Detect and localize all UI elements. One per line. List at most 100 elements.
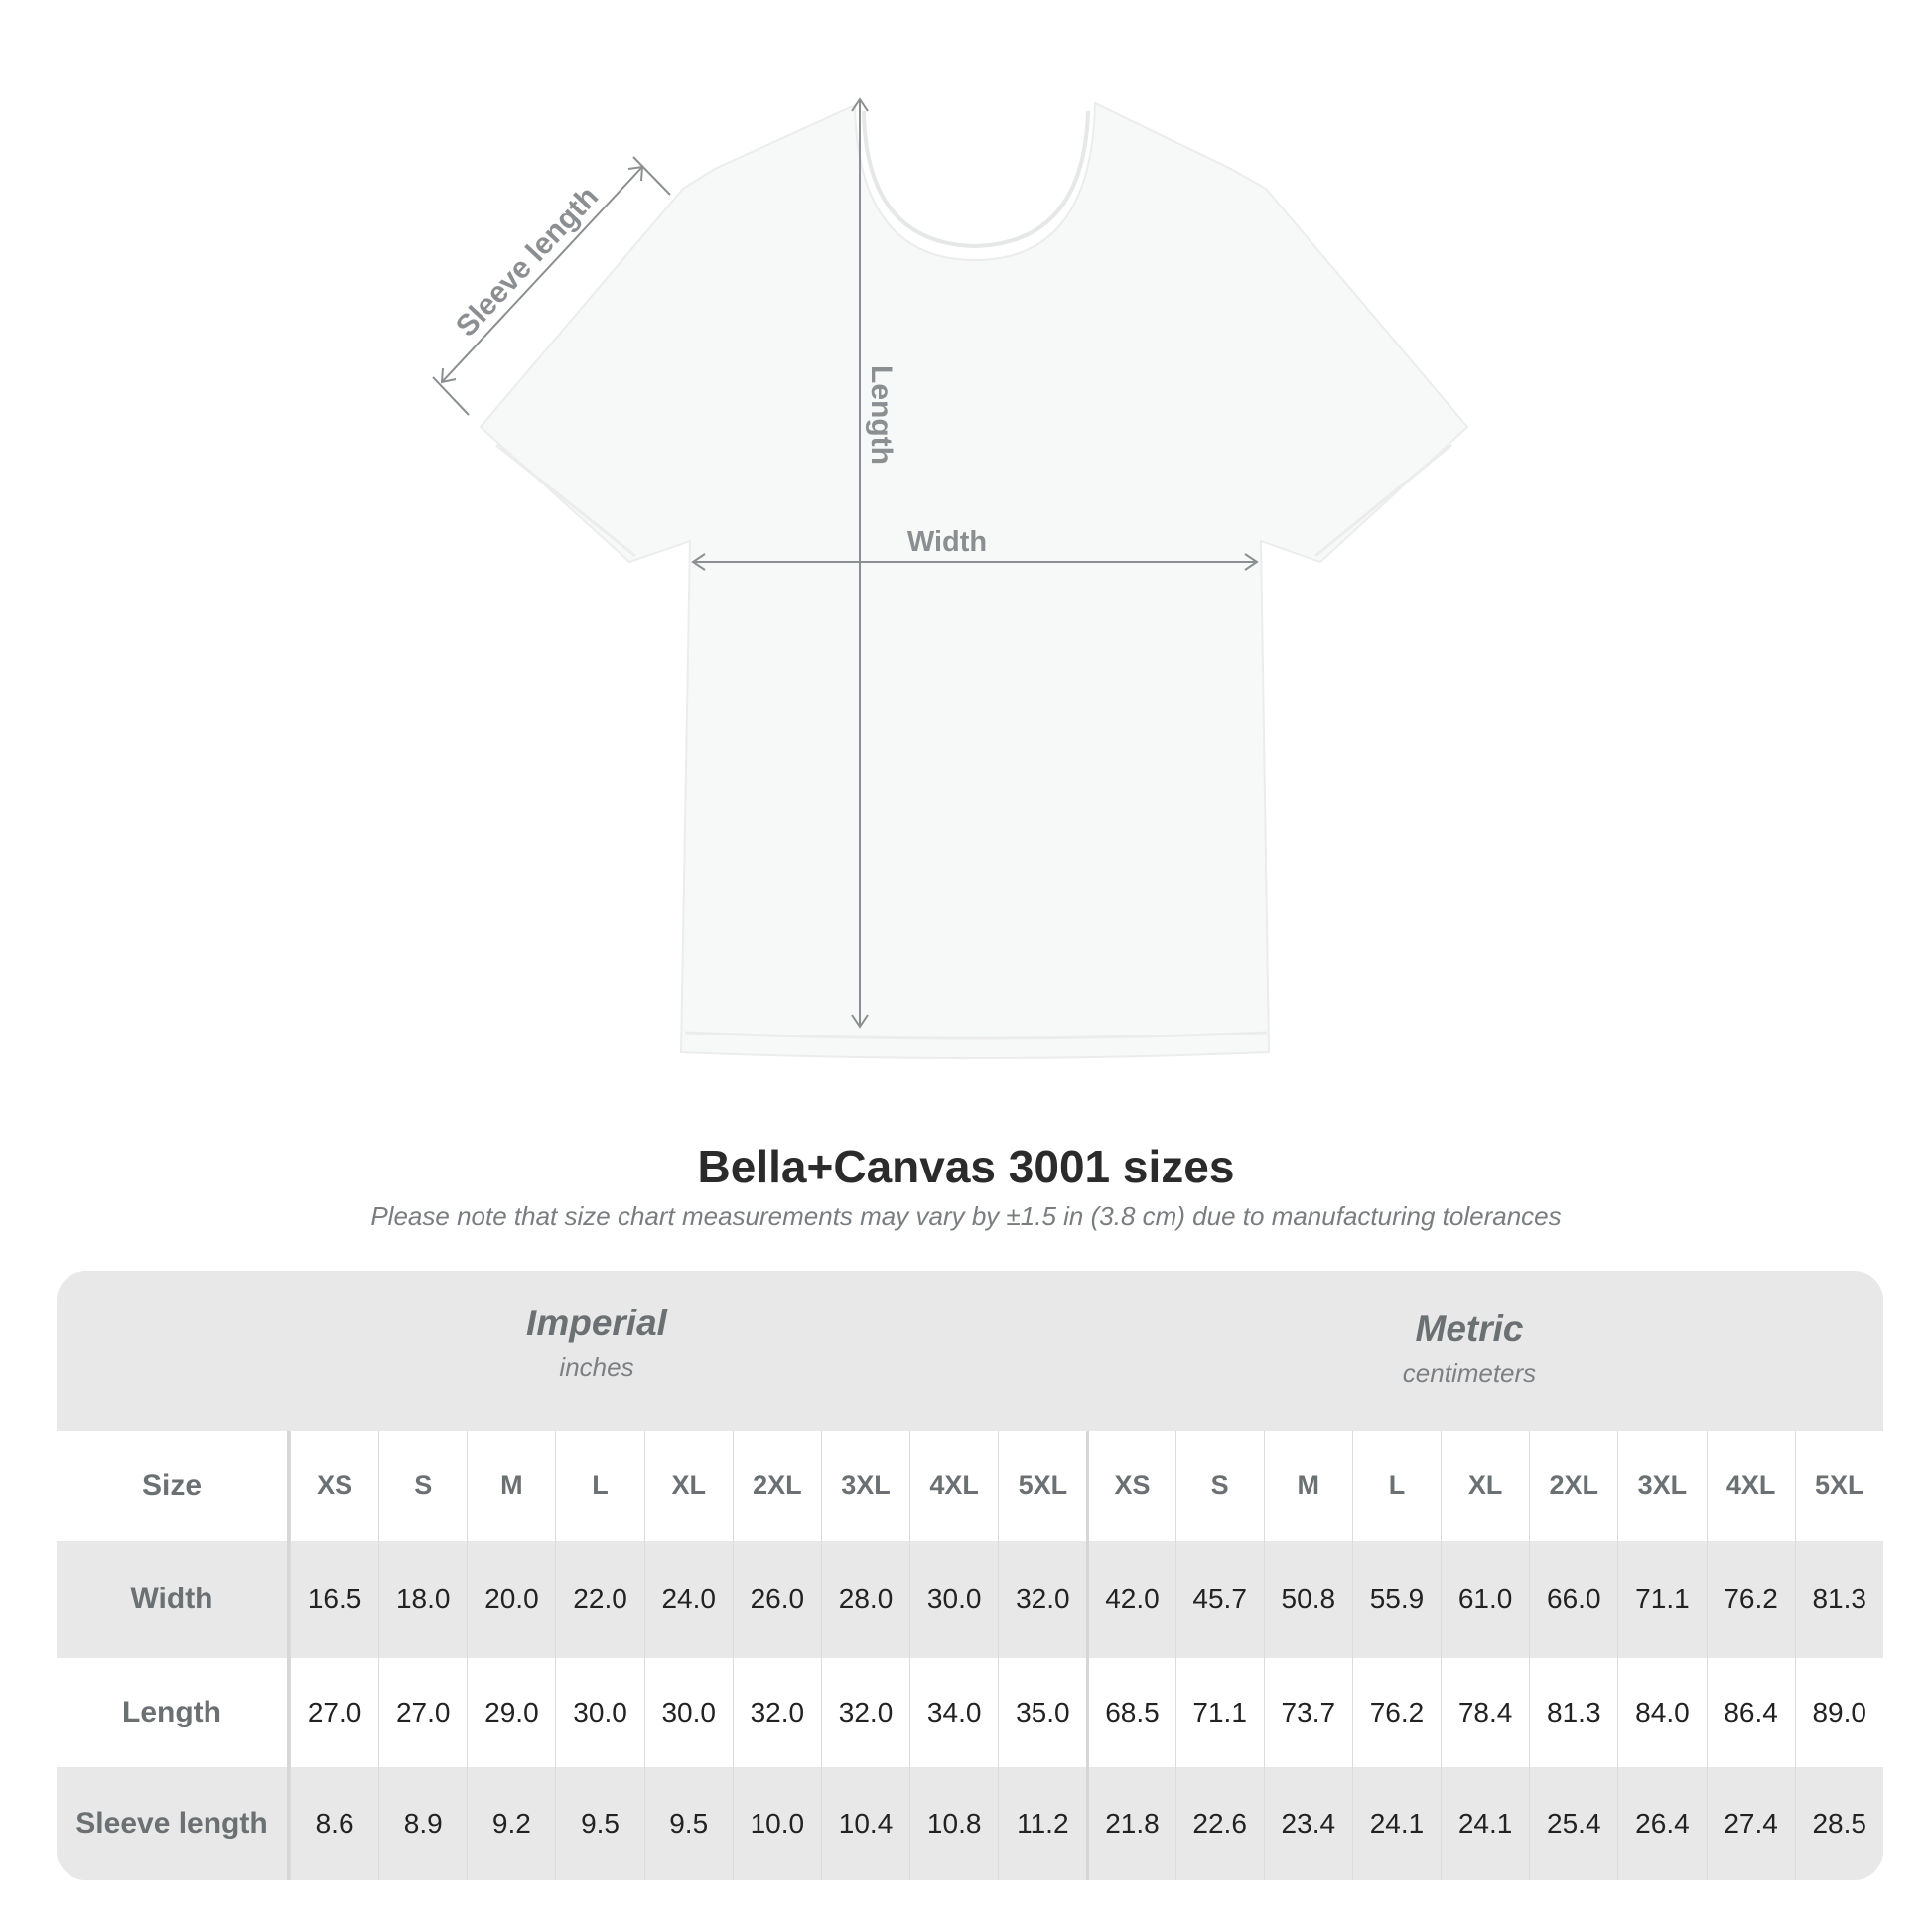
metric-size-header: M: [1263, 1431, 1352, 1541]
size-grid: Size XS S M L XL 2XL 3XL 4XL 5XL XS S M L XL 2XL 3XL 4XL 5…: [57, 1431, 1883, 1880]
metric-value-cell: 86.4: [1706, 1658, 1795, 1767]
length-label: Length: [865, 365, 897, 465]
size-chart-table: Imperial inches Metric centimeters Size X…: [57, 1271, 1883, 1880]
row-label: Width: [57, 1541, 290, 1658]
metric-size-header: 4XL: [1706, 1431, 1795, 1541]
imperial-value-cell: 24.0: [643, 1541, 733, 1658]
metric-value-cell: 28.5: [1794, 1767, 1883, 1880]
table-row: Sleeve length 8.6 8.9 9.2 9.5 9.5 10.0 10.4 10.8…: [57, 1767, 1883, 1880]
metric-value-cell: 68.5: [1086, 1658, 1174, 1767]
imperial-value-cell: 30.0: [643, 1658, 733, 1767]
page-title: Bella+Canvas 3001 sizes: [697, 1141, 1235, 1192]
row-label: Length: [57, 1658, 290, 1767]
imperial-value-cell: 9.5: [555, 1767, 643, 1880]
imperial-value-cell: 9.5: [643, 1767, 733, 1880]
metric-value-cell: 50.8: [1263, 1541, 1352, 1658]
metric-value-cell: 55.9: [1351, 1541, 1441, 1658]
metric-value-cell: 42.0: [1086, 1541, 1174, 1658]
metric-value-cell: 25.4: [1529, 1767, 1617, 1880]
table-row: Length 27.0 27.0 29.0 30.0 30.0 32.0 32.0 34.0 35…: [57, 1658, 1883, 1767]
metric-header: Metric centimeters: [1221, 1309, 1718, 1389]
imperial-size-header: L: [555, 1431, 643, 1541]
imperial-value-cell: 28.0: [820, 1541, 909, 1658]
metric-size-header: 3XL: [1617, 1431, 1706, 1541]
imperial-value-cell: 22.0: [555, 1541, 643, 1658]
imperial-value-cell: 32.0: [820, 1658, 909, 1767]
width-arrow-right: [1244, 553, 1259, 571]
tolerance-note: Please note that size chart measurements…: [370, 1201, 1562, 1231]
metric-size-header: 5XL: [1794, 1431, 1883, 1541]
metric-value-cell: 24.1: [1441, 1767, 1529, 1880]
length-arrow-bottom: [851, 1014, 869, 1029]
metric-value-cell: 21.8: [1086, 1767, 1174, 1880]
metric-value-cell: 81.3: [1794, 1541, 1883, 1658]
metric-value-cell: 76.2: [1706, 1541, 1795, 1658]
imperial-title: Imperial: [526, 1303, 667, 1343]
imperial-value-cell: 11.2: [998, 1767, 1086, 1880]
imperial-value-cell: 30.0: [555, 1658, 643, 1767]
imperial-value-cell: 8.6: [290, 1767, 378, 1880]
size-header-row: Size XS S M L XL 2XL 3XL 4XL 5XL XS S M L XL 2XL 3XL 4XL 5…: [57, 1431, 1883, 1541]
metric-value-cell: 71.1: [1174, 1658, 1264, 1767]
metric-size-header: 2XL: [1529, 1431, 1617, 1541]
imperial-value-cell: 29.0: [467, 1658, 555, 1767]
sleeve-measure-line: [441, 166, 643, 383]
metric-value-cell: 27.4: [1706, 1767, 1795, 1880]
size-label: Size: [57, 1431, 290, 1541]
table-row: Width 16.5 18.0 20.0 22.0 24.0 26.0 28.0 30.0 32.…: [57, 1541, 1883, 1658]
imperial-value-cell: 20.0: [467, 1541, 555, 1658]
imperial-value-cell: 10.8: [909, 1767, 998, 1880]
metric-unit: centimeters: [1402, 1358, 1537, 1388]
metric-size-header: S: [1174, 1431, 1264, 1541]
imperial-value-cell: 34.0: [909, 1658, 998, 1767]
imperial-value-cell: 16.5: [290, 1541, 378, 1658]
unit-header-band: Imperial inches Metric centimeters: [57, 1271, 1883, 1431]
imperial-value-cell: 35.0: [998, 1658, 1086, 1767]
imperial-size-header: 2XL: [732, 1431, 821, 1541]
imperial-size-header: XS: [290, 1431, 378, 1541]
metric-size-header: XL: [1441, 1431, 1529, 1541]
imperial-value-cell: 10.4: [820, 1767, 909, 1880]
imperial-value-cell: 10.0: [732, 1767, 821, 1880]
metric-value-cell: 84.0: [1617, 1658, 1706, 1767]
metric-title: Metric: [1415, 1309, 1524, 1349]
metric-value-cell: 89.0: [1794, 1658, 1883, 1767]
imperial-size-header: 3XL: [820, 1431, 909, 1541]
metric-value-cell: 26.4: [1617, 1767, 1706, 1880]
metric-size-header: XS: [1086, 1431, 1174, 1541]
imperial-value-cell: 9.2: [467, 1767, 555, 1880]
metric-value-cell: 71.1: [1617, 1541, 1706, 1658]
metric-value-cell: 81.3: [1529, 1658, 1617, 1767]
metric-value-cell: 76.2: [1351, 1658, 1441, 1767]
metric-value-cell: 61.0: [1441, 1541, 1529, 1658]
imperial-size-header: 4XL: [909, 1431, 998, 1541]
metric-value-cell: 73.7: [1263, 1658, 1352, 1767]
imperial-size-header: M: [467, 1431, 555, 1541]
metric-size-header: L: [1351, 1431, 1441, 1541]
imperial-value-cell: 30.0: [909, 1541, 998, 1658]
width-label: Width: [907, 526, 987, 558]
imperial-value-cell: 32.0: [732, 1658, 821, 1767]
sleeve-arrow-bottom: [440, 367, 457, 384]
imperial-value-cell: 18.0: [378, 1541, 467, 1658]
imperial-value-cell: 8.9: [378, 1767, 467, 1880]
metric-value-cell: 78.4: [1441, 1658, 1529, 1767]
metric-value-cell: 66.0: [1529, 1541, 1617, 1658]
metric-value-cell: 24.1: [1351, 1767, 1441, 1880]
imperial-header: Imperial inches: [348, 1303, 845, 1383]
imperial-size-header: XL: [643, 1431, 733, 1541]
imperial-unit: inches: [559, 1352, 634, 1382]
metric-value-cell: 23.4: [1263, 1767, 1352, 1880]
row-label: Sleeve length: [57, 1767, 290, 1880]
width-arrow-left: [691, 553, 706, 571]
imperial-size-header: S: [378, 1431, 467, 1541]
imperial-value-cell: 26.0: [732, 1541, 821, 1658]
imperial-value-cell: 27.0: [290, 1658, 378, 1767]
imperial-size-header: 5XL: [998, 1431, 1086, 1541]
tshirt-image: [479, 101, 1469, 1059]
metric-value-cell: 22.6: [1174, 1767, 1264, 1880]
imperial-value-cell: 27.0: [378, 1658, 467, 1767]
imperial-value-cell: 32.0: [998, 1541, 1086, 1658]
length-arrow-top: [851, 97, 869, 112]
